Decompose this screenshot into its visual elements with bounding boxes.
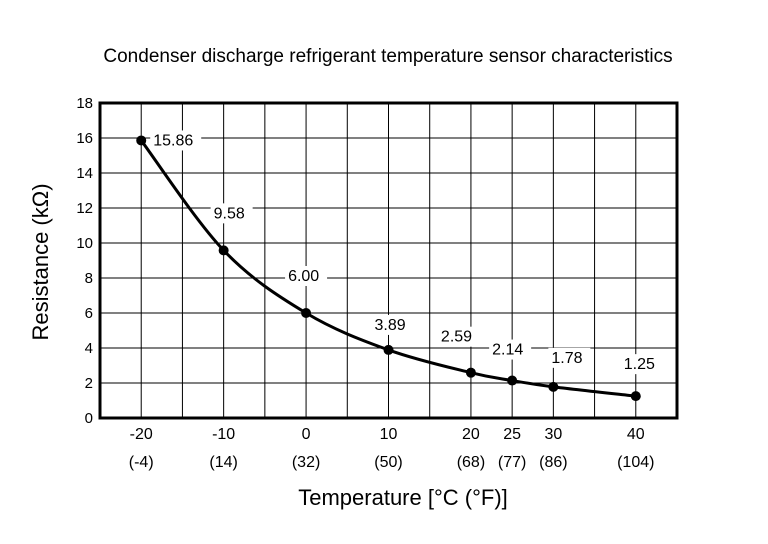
tick-labels: 0 2 4 6 8 10 12 14 16 18 -20 (-4) -10 (14) 0 (32) 10 (50)… xyxy=(76,95,654,471)
data-point-marker xyxy=(548,381,559,392)
x-tick-label-celsius: 10 xyxy=(380,426,398,443)
data-label-background xyxy=(285,266,328,286)
data-label-background xyxy=(150,130,202,151)
data-label-background xyxy=(210,203,253,224)
data-labels: 15.86 9.58 6.00 3.89 2.59 2.14 1.78 1.25 xyxy=(150,130,663,375)
data-label: 6.00 xyxy=(288,268,319,285)
data-label-background xyxy=(371,314,414,335)
y-tick-label: 8 xyxy=(85,270,93,287)
y-tick-label: 16 xyxy=(76,130,93,147)
x-tick-label-fahrenheit: (104) xyxy=(617,454,654,471)
x-tick-label-fahrenheit: (50) xyxy=(374,454,402,471)
x-tick-label-fahrenheit: (32) xyxy=(292,454,320,471)
data-label-background xyxy=(437,326,480,347)
y-tick-label: 12 xyxy=(76,200,93,217)
data-point-marker xyxy=(301,308,312,318)
data-point-marker xyxy=(465,367,476,378)
x-tick-label-celsius: 40 xyxy=(627,426,645,443)
x-tick-label-fahrenheit: (14) xyxy=(209,454,237,471)
x-tick-label-celsius: 20 xyxy=(462,426,480,443)
x-tick-label-fahrenheit: (68) xyxy=(457,454,485,471)
y-tick-label: 10 xyxy=(76,235,93,252)
chart-title: Condenser discharge refrigerant temperat… xyxy=(103,46,672,67)
x-tick-label-celsius: -20 xyxy=(130,426,153,443)
data-label: 15.86 xyxy=(153,132,193,149)
data-label: 2.14 xyxy=(492,342,523,359)
plot-area-frame xyxy=(98,101,679,420)
y-tick-label: 14 xyxy=(76,165,93,182)
data-label-background xyxy=(620,354,663,375)
x-tick-label-celsius: 0 xyxy=(302,426,311,443)
y-tick-label: 18 xyxy=(76,95,93,112)
x-tick-label-fahrenheit: (-4) xyxy=(129,454,154,471)
data-label: 1.78 xyxy=(551,350,582,367)
data-label-background xyxy=(489,339,532,360)
x-tick-label-fahrenheit: (77) xyxy=(498,454,526,471)
data-label: 1.25 xyxy=(624,356,655,373)
y-tick-label: 0 xyxy=(85,410,93,427)
data-point-marker xyxy=(136,135,147,146)
y-tick-label: 2 xyxy=(85,375,93,392)
data-label: 9.58 xyxy=(214,205,245,222)
data-label-background xyxy=(548,347,591,368)
y-axis-label: Resistance (kΩ) xyxy=(28,183,53,340)
y-tick-label: 4 xyxy=(85,340,93,357)
x-tick-label-celsius: -10 xyxy=(212,426,235,443)
data-label: 2.59 xyxy=(441,329,472,346)
data-label: 3.89 xyxy=(375,317,406,334)
x-tick-label-celsius: 25 xyxy=(503,426,521,443)
grid-lines xyxy=(100,103,677,418)
x-axis-label: Temperature [°C (°F)] xyxy=(298,485,508,510)
data-markers xyxy=(136,135,641,402)
data-point-marker xyxy=(630,391,641,402)
data-point-marker xyxy=(218,245,229,256)
data-point-marker xyxy=(383,344,394,355)
x-tick-label-fahrenheit: (86) xyxy=(539,454,567,471)
y-tick-label: 6 xyxy=(85,305,93,322)
x-tick-label-celsius: 30 xyxy=(544,426,562,443)
data-point-marker xyxy=(507,375,518,386)
